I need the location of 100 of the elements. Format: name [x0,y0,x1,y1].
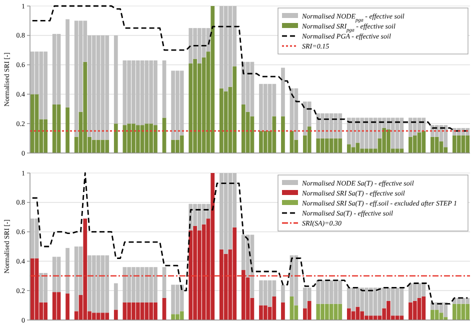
bar [127,267,132,302]
bar [66,107,70,153]
bar [281,68,285,116]
bar [281,116,285,153]
bar [144,302,149,320]
bar [105,35,110,140]
bar [39,52,44,120]
bar [136,60,140,126]
bar [400,316,404,320]
bar [263,130,268,153]
bar [368,288,373,316]
bar [241,104,246,153]
bar [294,88,298,140]
bar [114,124,118,153]
bar [188,230,193,320]
bar [136,125,140,153]
bar [316,138,320,153]
bar [434,136,439,153]
bar [52,104,56,153]
bar [466,135,470,153]
bar [241,270,246,320]
bar [224,173,228,254]
bar [268,84,272,131]
bar [307,300,312,320]
bar [180,284,184,312]
bar [180,135,184,153]
bar [52,256,56,292]
bar [456,304,461,320]
bar [105,312,110,320]
bar [338,113,342,138]
bar [96,312,100,320]
bar [400,118,404,149]
bar [66,294,70,320]
bar [83,218,88,320]
bar [456,135,461,153]
bar [114,310,118,320]
bar [434,310,439,320]
bar [456,298,461,304]
bar [127,302,132,320]
bar [316,280,320,304]
bar [180,311,184,320]
bar [422,296,426,320]
bar [83,62,88,153]
bar [351,288,356,312]
bar [422,130,426,153]
bar [210,173,215,320]
bar [39,272,44,302]
bar [412,118,417,136]
bar [74,246,78,312]
bar [144,267,149,302]
line-series [32,172,468,305]
bar [466,128,470,136]
bar [144,124,149,153]
bar [368,316,373,320]
bar [272,296,276,320]
bar [281,284,285,302]
bar [338,138,342,153]
bar [434,125,439,137]
bar [224,6,228,92]
bar [400,288,404,316]
bar [382,128,386,153]
bar [224,91,228,153]
bar [136,302,140,320]
bar [210,6,215,153]
bar [66,19,70,108]
bar [356,288,360,307]
bar [316,113,320,138]
line-series [32,5,468,132]
bar [307,126,312,153]
bar [127,124,132,153]
bar [162,267,166,298]
bar [412,135,417,153]
bar [263,84,268,131]
bar [66,248,70,294]
bar [114,35,118,124]
bar [466,298,470,304]
bar [30,52,34,94]
bar [329,280,334,304]
bar [96,255,100,313]
bar [56,34,61,104]
bar [272,116,276,153]
bar [368,118,373,149]
bar [127,60,132,124]
bar [422,118,426,131]
bar [329,304,334,320]
bar [395,288,400,316]
bar [100,35,105,140]
bar [263,280,268,306]
bar [188,63,193,153]
bar [122,60,127,126]
bar [360,118,364,149]
bar [422,283,426,296]
bar [136,267,140,302]
bar [351,311,356,320]
bar [400,148,404,153]
bar [30,258,34,320]
bar [232,66,237,153]
bar [30,218,34,258]
bar [52,34,56,104]
bar [281,302,285,320]
